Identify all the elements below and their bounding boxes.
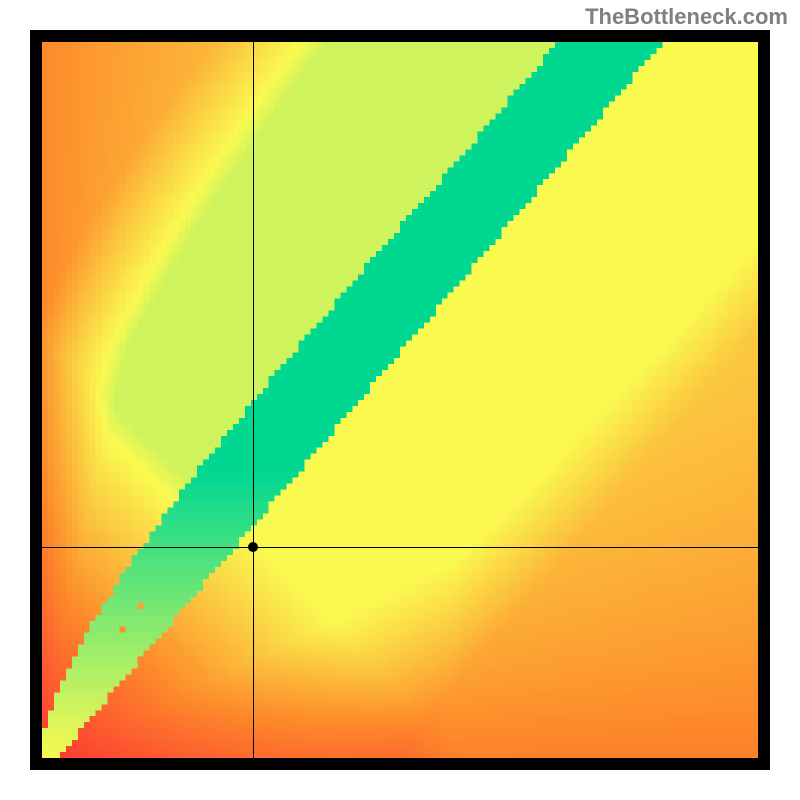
plot-frame <box>30 30 770 770</box>
chart-container: TheBottleneck.com <box>0 0 800 800</box>
crosshair-marker <box>248 542 258 552</box>
watermark-text: TheBottleneck.com <box>585 4 788 30</box>
crosshair-vertical <box>253 42 254 758</box>
bottleneck-heatmap <box>42 42 758 758</box>
crosshair-horizontal <box>42 547 758 548</box>
